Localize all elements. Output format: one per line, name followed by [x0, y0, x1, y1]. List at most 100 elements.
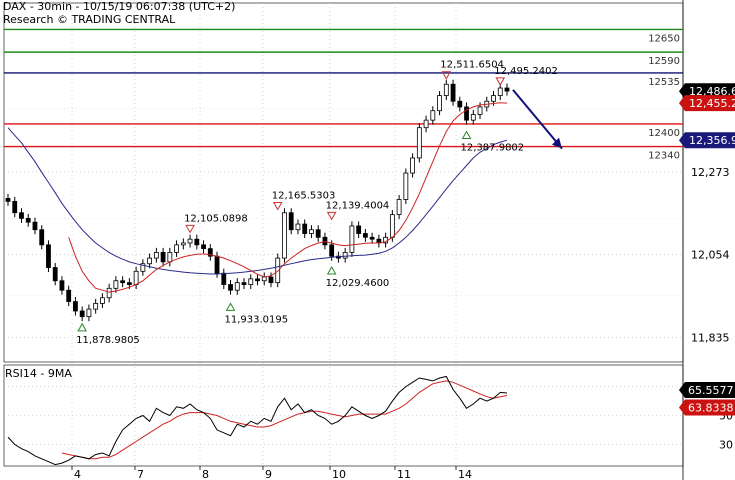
candle-body	[201, 244, 206, 250]
price-tag-label: 12,356.9	[689, 134, 735, 147]
candle-body	[309, 229, 314, 234]
y-tick-label: 12,273	[691, 166, 730, 179]
level-label-12400: 12400	[648, 128, 680, 139]
swing-low-label: 11,933.0195	[225, 314, 289, 325]
rsi-panel-frame	[3, 364, 684, 467]
rsi-ma-line	[61, 380, 508, 460]
candle-body	[396, 199, 402, 216]
swing-high-label: 12,495.2402	[494, 66, 558, 77]
trend-arrow-shaft	[512, 89, 563, 150]
x-tick-label: 7	[137, 468, 144, 480]
candle-body	[248, 278, 254, 285]
candle-body	[389, 214, 395, 238]
candle-body	[126, 282, 132, 285]
level-label-12535: 12535	[648, 77, 680, 88]
swing-low-marker	[77, 322, 88, 332]
candle-body	[288, 212, 294, 231]
price-tag-ma	[679, 95, 735, 112]
rsi-ma-value-tag	[679, 399, 735, 416]
candle-body	[194, 238, 200, 246]
candle-body	[79, 310, 85, 318]
candle-body	[410, 157, 415, 174]
candle-body	[464, 106, 469, 121]
candle-body	[315, 229, 321, 238]
candle-body	[221, 272, 227, 285]
candle-body	[261, 276, 267, 282]
candle-body	[423, 119, 429, 129]
candle-body	[241, 282, 247, 285]
candle-body	[234, 282, 240, 291]
candle-body	[302, 223, 308, 234]
candle-body	[214, 255, 220, 274]
rsi-panel-title: RSI14 - 9MA	[5, 367, 72, 380]
candle-body	[167, 252, 173, 263]
candle-body	[140, 263, 146, 272]
candle-body	[133, 270, 139, 285]
candle-body	[147, 257, 153, 265]
y-tick-label: 11,835	[691, 331, 730, 344]
trend-arrow-head	[552, 137, 562, 149]
swing-high-marker	[326, 211, 337, 221]
x-tick-label: 4	[74, 468, 81, 480]
candle-body	[73, 301, 78, 312]
candle-body	[349, 225, 355, 253]
candle-body	[416, 127, 422, 159]
candle-body	[160, 252, 166, 263]
candle-body	[39, 229, 45, 246]
candle-body	[268, 276, 274, 284]
chart-source: Research © TRADING CENTRAL	[3, 13, 176, 26]
rsi-value-tag-label: 65.5577	[688, 384, 734, 397]
candle-body	[66, 289, 72, 302]
candle-body	[59, 280, 65, 291]
swing-high-label: 12,139.4004	[326, 200, 390, 211]
swing-low-label: 12,387.9802	[461, 142, 525, 153]
x-tick-label: 10	[332, 468, 346, 480]
candle-body	[46, 244, 51, 268]
candle-body	[5, 197, 11, 202]
candle-body	[403, 172, 409, 200]
candle-body	[275, 257, 281, 284]
candle-body	[19, 212, 24, 219]
candle-body	[228, 284, 233, 291]
candle-body	[430, 110, 436, 121]
candle-body	[504, 87, 510, 92]
candle-body	[12, 200, 18, 214]
candle-body	[207, 248, 213, 257]
candle-body	[295, 223, 301, 231]
swing-high-marker	[441, 71, 452, 80]
candle-body	[497, 87, 503, 96]
candle-body	[282, 212, 287, 259]
candle-body	[369, 236, 375, 240]
swing-high-marker	[272, 202, 283, 211]
candle-body	[322, 236, 328, 246]
candle-body	[329, 244, 335, 257]
candle-body	[187, 238, 193, 244]
price-panel-frame	[3, 2, 684, 363]
candle-body	[180, 242, 186, 246]
rsi-value-tag	[679, 382, 735, 399]
candle-body	[52, 267, 58, 282]
candle-body	[491, 95, 496, 102]
candle-body	[457, 100, 463, 108]
swing-high-label: 12,105.0898	[184, 213, 248, 224]
y-tick-label: 12,054	[691, 249, 730, 262]
x-tick-label: 9	[265, 468, 272, 480]
x-tick-label: 8	[202, 468, 209, 480]
swing-high-marker	[495, 77, 506, 86]
candle-body	[32, 221, 38, 231]
swing-high-label: 12,511.6504	[440, 60, 504, 71]
candle-body	[437, 95, 442, 112]
candle-body	[25, 217, 31, 223]
rsi-ma-value-tag-label: 63.8338	[688, 402, 734, 415]
level-label-12590: 12590	[648, 56, 680, 67]
swing-high-label: 12,165.5303	[272, 191, 336, 202]
candle-body	[86, 308, 92, 318]
swing-high-marker	[185, 224, 195, 234]
swing-low-marker	[461, 130, 472, 139]
swing-low-label: 11,878.9805	[76, 335, 140, 346]
price-tag-slow_ma	[679, 132, 735, 149]
fast-moving-average-line	[68, 102, 508, 293]
candle-body	[174, 244, 179, 253]
price-tag-label: 12,455.2	[689, 97, 735, 110]
